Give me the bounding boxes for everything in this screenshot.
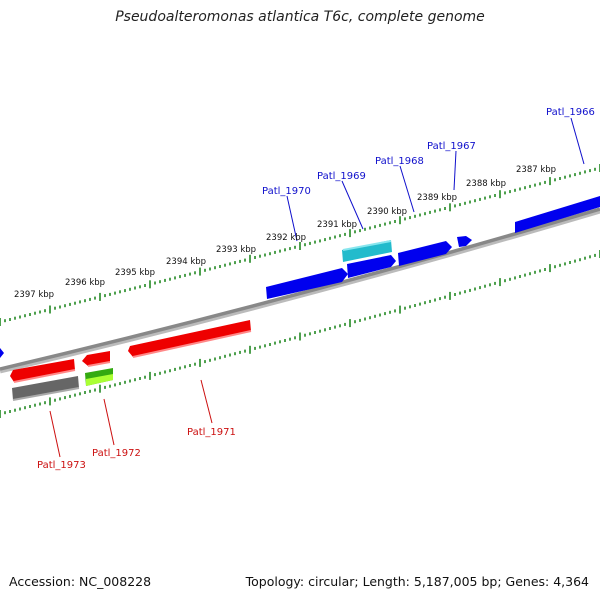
other-feature-genes [12, 368, 113, 401]
pseudo-gene-block [12, 376, 79, 400]
inner-scale-ruler [0, 250, 600, 418]
gene-arrow-patl-1967 [457, 236, 472, 247]
scale-tick-labels: 2387 kbp 2388 kbp 2389 kbp 2390 kbp 2391… [14, 165, 556, 300]
accession-text: Accession: NC_008228 [9, 574, 152, 589]
gene-arrow-patl-1971-shadow [132, 330, 252, 358]
topology-text: Topology: circular; Length: 5,187,005 bp… [245, 574, 589, 589]
rna-gene-patl-1969 [342, 240, 392, 262]
tick-label: 2395 kbp [115, 268, 155, 278]
leader-patl-1968 [399, 165, 415, 213]
tick-label: 2388 kbp [466, 179, 506, 189]
gene-label-patl-1967[interactable]: Patl_1967 [427, 141, 476, 152]
gene-arrow-patl-1972-shadow [87, 361, 111, 367]
gene-label-patl-1966[interactable]: Patl_1966 [546, 107, 595, 118]
gene-label-patl-1972[interactable]: Patl_1972 [92, 448, 141, 459]
tick-label: 2394 kbp [166, 257, 206, 267]
pseudo-gene-block-shadow [12, 387, 80, 401]
gene-label-patl-1969[interactable]: Patl_1969 [317, 171, 366, 182]
tick-label: 2389 kbp [417, 193, 457, 203]
tick-label: 2391 kbp [317, 220, 357, 230]
leader-patl-1969 [341, 180, 364, 230]
leader-patl-1967 [453, 150, 457, 191]
gene-arrow-patl-1972 [82, 351, 110, 366]
leader-patl-1970 [286, 195, 298, 242]
gene-label-patl-1973[interactable]: Patl_1973 [37, 460, 86, 471]
rna-genes [342, 240, 392, 262]
gene-label-patl-1970[interactable]: Patl_1970 [262, 186, 311, 197]
gene-label-patl-1971[interactable]: Patl_1971 [187, 427, 236, 438]
leader-patl-1966 [570, 117, 585, 165]
gene-arrow-patl-1970 [266, 268, 348, 299]
tick-label: 2390 kbp [367, 207, 407, 217]
gene-arrow-patl-1973 [10, 359, 75, 382]
forward-strand-genes [0, 196, 600, 358]
rna-gene-highlight [342, 240, 392, 251]
tick-label: 2393 kbp [216, 245, 256, 255]
gene-labels: Patl_1966 Patl_1967 Patl_1968 Patl_1969 … [37, 107, 595, 471]
gene-arrow-patl-1971 [128, 320, 251, 357]
leader-patl-1971 [200, 379, 213, 424]
gene-arrow-patl-1968 [398, 241, 452, 266]
gene-arrow-patl-1966 [515, 196, 600, 233]
gene-arrow-patl-1973-shadow [13, 369, 76, 383]
leader-patl-1972 [103, 398, 115, 446]
gene-label-leaders [49, 117, 585, 458]
map-title: Pseudoalteromonas atlantica T6c, complet… [115, 9, 485, 25]
reverse-strand-genes [10, 320, 252, 383]
genome-backbone-shadow [0, 208, 600, 374]
tick-label: 2392 kbp [266, 233, 306, 243]
outer-scale-ruler [0, 164, 600, 326]
gene-arrow-left-edge [0, 348, 4, 358]
tick-label: 2396 kbp [65, 278, 105, 288]
tick-label: 2387 kbp [516, 165, 556, 175]
tick-label: 2397 kbp [14, 290, 54, 300]
green-gene-block-light [86, 374, 113, 386]
leader-patl-1973 [49, 410, 61, 458]
gene-arrow-patl-1969-forward [347, 255, 396, 278]
gene-label-patl-1968[interactable]: Patl_1968 [375, 156, 424, 167]
genome-backbone [0, 207, 600, 371]
